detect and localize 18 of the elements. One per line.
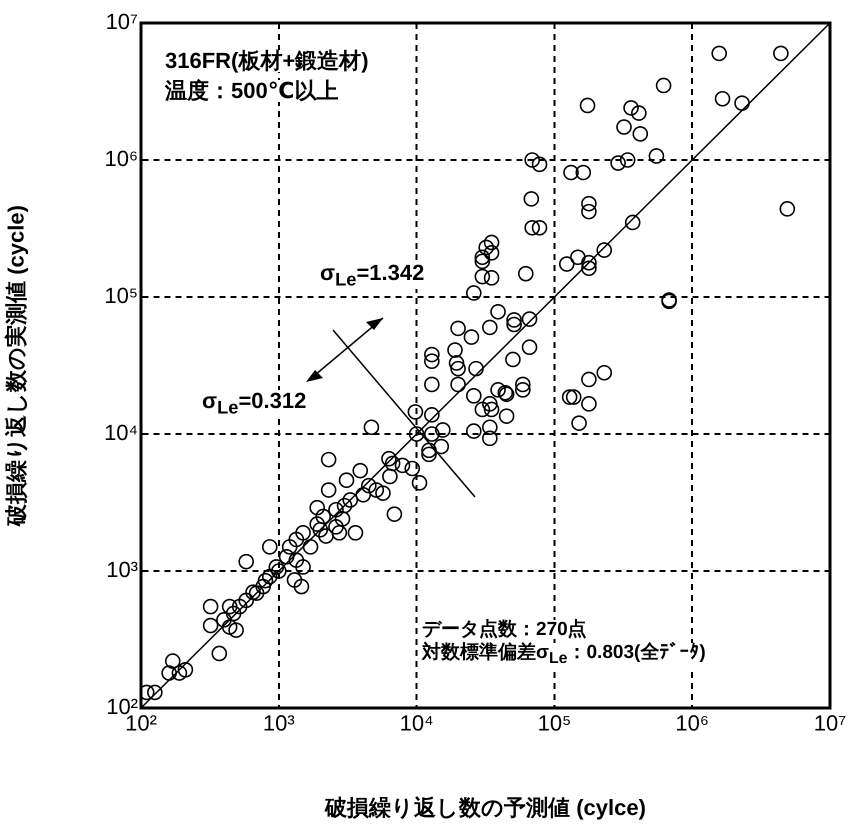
y-tick-label: 10⁷ (106, 9, 138, 34)
annotation: 対数標準偏差σ$_{Le}$：0.803(全ﾃﾞｰﾀ) (420, 642, 708, 667)
annotation: 316FR(板材+鍛造材) (163, 48, 371, 73)
x-tick-label: 10⁴ (400, 710, 434, 736)
x-tick-label: 10⁶ (675, 710, 709, 736)
y-tick-label: 10³ (106, 557, 138, 582)
y-axis-title: 破損繰り返し数の実測値 (cycle) (3, 205, 28, 527)
y-tick-label: 10⁴ (104, 420, 138, 446)
annotation: σ$_{Le}$=1.342 (318, 260, 426, 290)
annotation: σ$_{Le}$=0.312 (200, 388, 308, 418)
annotation: データ点数：270点 (420, 619, 589, 640)
x-tick-label: 10³ (262, 710, 295, 736)
y-tick-label: 10⁶ (104, 146, 138, 172)
x-tick-label: 10⁷ (814, 710, 846, 736)
x-axis-title: 破損繰り返し数の予測値 (cylce) (324, 794, 646, 820)
annotation: 温度：500℃以上 (163, 78, 340, 103)
x-tick-label: 10⁵ (538, 710, 572, 736)
y-tick-label: 10⁵ (104, 283, 138, 308)
